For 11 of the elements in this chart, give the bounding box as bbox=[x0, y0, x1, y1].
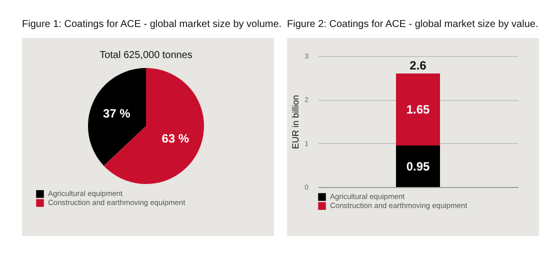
pie-slice bbox=[88, 68, 146, 166]
data-label: 63 % bbox=[162, 132, 190, 146]
data-label: 0.95 bbox=[406, 159, 430, 174]
y-axis-title: EUR in billion bbox=[290, 94, 301, 150]
total-label: 2.6 bbox=[410, 58, 427, 72]
data-label: 1.65 bbox=[406, 102, 430, 116]
chart-title: Figure 2: Coatings for ACE - global market size by value. bbox=[287, 18, 539, 32]
pie-slice bbox=[104, 68, 204, 184]
chart-title: Figure 1: Coatings for ACE - global market size by volume. bbox=[22, 18, 282, 32]
data-label: 37 % bbox=[102, 106, 131, 120]
chart-subtitle: Total 625,000 tonnes bbox=[100, 50, 192, 61]
